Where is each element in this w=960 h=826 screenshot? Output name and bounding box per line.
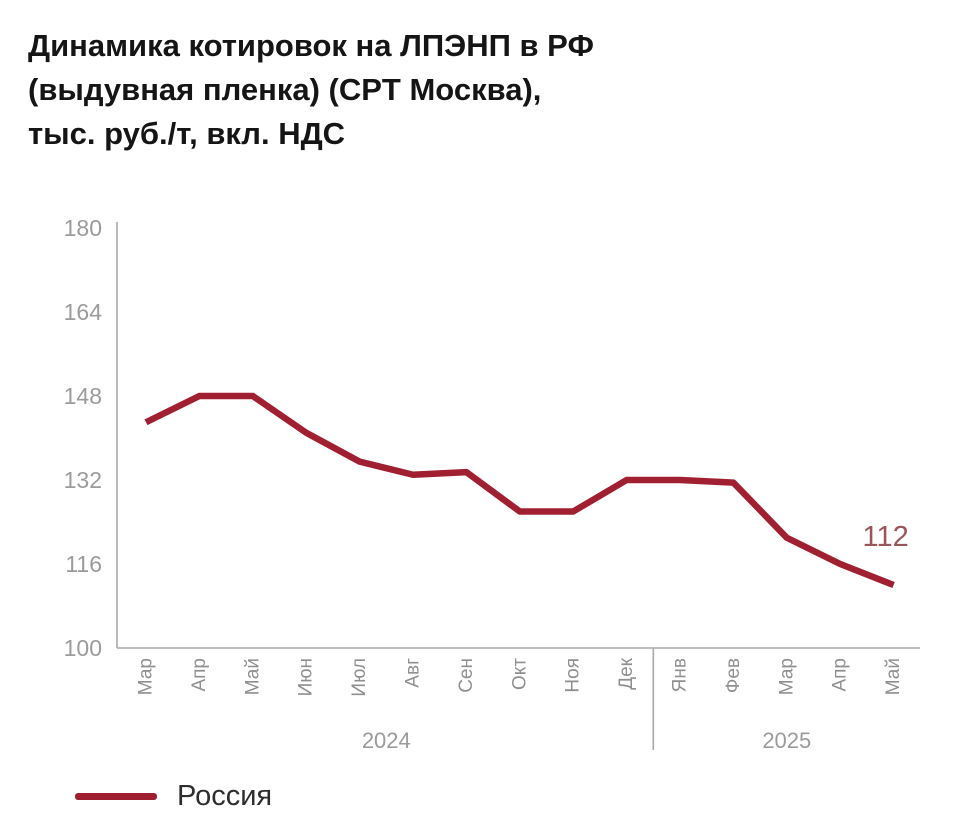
x-month-label: Ноя [563, 658, 584, 693]
x-month-label: Янв [670, 658, 691, 692]
x-month-label: Июл [349, 658, 370, 697]
y-tick-label: 116 [65, 551, 102, 577]
x-month-label: Фев [723, 658, 744, 693]
chart-legend: Россия [75, 776, 272, 816]
x-month-label: Мар [776, 658, 797, 695]
legend-series-label: Россия [177, 779, 273, 812]
y-tick-label: 132 [64, 467, 102, 493]
x-month-label: Июн [296, 658, 317, 696]
x-month-label: Дек [616, 657, 637, 689]
year-group-labels: 2024 2025 [362, 648, 811, 753]
x-month-label: Май [242, 658, 263, 695]
x-month-label: Окт [509, 658, 530, 690]
y-tick-label: 164 [64, 299, 103, 325]
series-line-Россия [144, 392, 895, 589]
x-month-label: Май [883, 658, 904, 695]
y-tick-label: 100 [64, 635, 102, 661]
x-month-label: Авг [403, 658, 424, 688]
last-value-annotation: 112 [862, 521, 908, 553]
x-month-label: Апр [189, 658, 210, 692]
year-label: 2025 [762, 728, 811, 753]
x-month-label: Апр [830, 658, 851, 692]
x-month-label: Сен [456, 658, 477, 693]
y-tick-label: 180 [64, 215, 102, 241]
x-month-label: Мар [136, 658, 157, 695]
chart-title: Динамика котировок на ЛПЭНП в РФ (выдувн… [28, 28, 594, 151]
y-tick-labels: 100 116 132 148 164 180 [64, 215, 103, 661]
legend-line-swatch [75, 792, 157, 800]
axes [116, 222, 920, 649]
x-month-labels: Мар Апр Май Июн Июл Авг Сен Окт Ноя Дек Янв Фев Мар А… [136, 657, 905, 696]
y-tick-label: 148 [64, 383, 102, 409]
year-label: 2024 [362, 728, 411, 753]
